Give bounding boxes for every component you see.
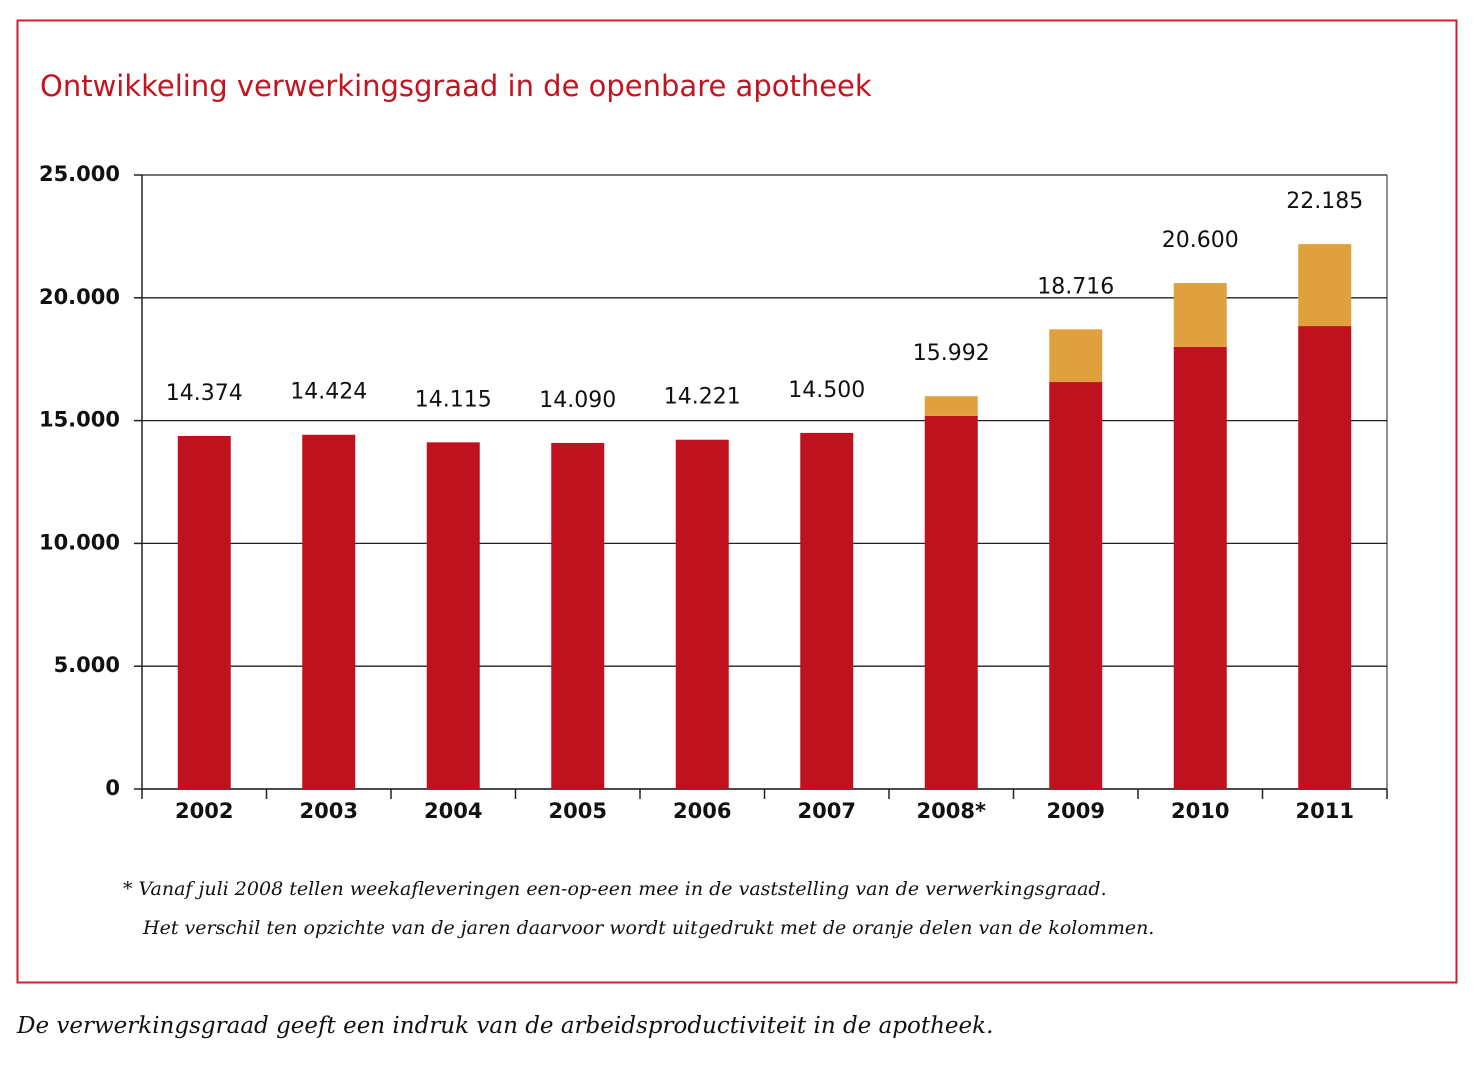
total-label: 22.185 <box>1286 189 1363 214</box>
bar-segment <box>1049 329 1103 383</box>
total-label: 14.115 <box>415 387 492 412</box>
x-tick-label: 2004 <box>424 799 482 823</box>
y-tick-label: 25.000 <box>39 162 120 186</box>
total-label: 14.090 <box>539 388 616 413</box>
bar-segment <box>1173 283 1227 347</box>
caption: De verwerkingsgraad geeft een indruk van… <box>16 1013 993 1039</box>
total-label: 14.424 <box>290 380 367 405</box>
bar-segment <box>1173 346 1227 789</box>
total-label: 18.716 <box>1037 274 1114 299</box>
bar-segment <box>302 434 356 789</box>
y-tick-label: 20.000 <box>39 285 120 309</box>
total-label: 14.374 <box>166 381 243 406</box>
y-tick-label: 15.000 <box>39 408 120 432</box>
total-label: 15.992 <box>913 341 990 366</box>
bar-segment <box>177 435 231 789</box>
frame <box>16 19 1458 984</box>
x-tick-label: 2009 <box>1047 799 1105 823</box>
bar-segment <box>426 442 480 789</box>
footnote: Het verschil ten opzichte van de jaren d… <box>142 917 1154 939</box>
total-label: 14.500 <box>788 378 865 403</box>
bar-segment <box>551 442 605 789</box>
x-tick-label: 2007 <box>798 799 856 823</box>
bar-segment <box>1298 244 1352 327</box>
bar-segment <box>800 432 854 789</box>
x-tick-label: 2010 <box>1171 799 1229 823</box>
total-label: 20.600 <box>1162 228 1239 253</box>
x-tick-label: 2005 <box>549 799 607 823</box>
total-label: 14.221 <box>664 385 741 410</box>
x-tick-label: 2011 <box>1296 799 1354 823</box>
x-tick-label: 2002 <box>175 799 233 823</box>
bar-segment <box>1049 382 1103 789</box>
x-tick-label: 2006 <box>673 799 731 823</box>
x-tick-label: 2003 <box>300 799 358 823</box>
bar-segment <box>924 415 978 789</box>
x-tick-label: 2008* <box>917 799 986 823</box>
y-tick-label: 10.000 <box>39 530 120 554</box>
bar-segment <box>1298 326 1352 789</box>
footnote: * Vanaf juli 2008 tellen weekafleveringe… <box>123 878 1107 900</box>
chart-title: Ontwikkeling verwerkingsgraad in de open… <box>40 69 872 103</box>
bar-segment <box>924 396 978 416</box>
y-tick-label: 5.000 <box>54 653 120 677</box>
y-tick-label: 0 <box>105 776 120 800</box>
bar-segment <box>675 439 729 789</box>
